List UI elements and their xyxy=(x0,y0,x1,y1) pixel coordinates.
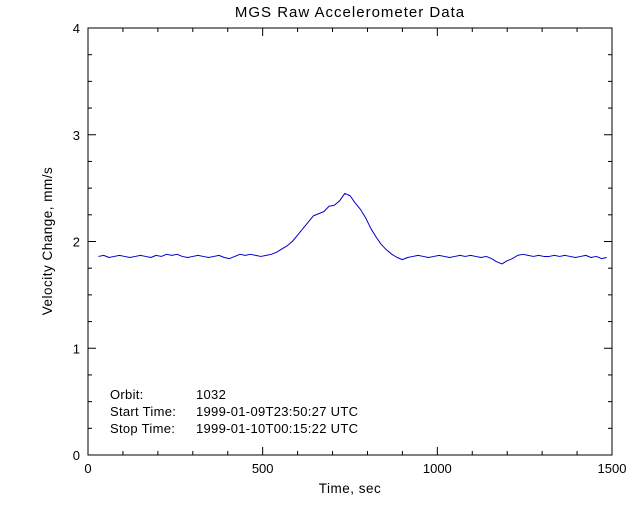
plot-border xyxy=(87,27,613,456)
y-axis-label: Velocity Change, mm/s xyxy=(40,167,55,316)
x-tick-label: 500 xyxy=(252,461,274,476)
y-tick-label: 1 xyxy=(73,341,80,356)
annotation-value: 1999-01-10T00:15:22 UTC xyxy=(196,421,358,436)
x-axis-label: Time, sec xyxy=(319,481,382,496)
annotation-label: Stop Time: xyxy=(110,421,175,436)
y-tick-label: 3 xyxy=(73,128,80,143)
y-tick-label: 0 xyxy=(73,448,80,463)
data-line-velocity-change xyxy=(98,192,607,265)
y-tick-label: 2 xyxy=(73,235,80,250)
plot-annotations: Orbit: 1032 Start Time: 1999-01-09T23:50:27… xyxy=(110,387,358,436)
x-tick-label: 1000 xyxy=(423,461,452,476)
axis-ticks xyxy=(87,27,613,456)
chart-title: MGS Raw Accelerometer Data xyxy=(235,4,465,21)
y-tick-label: 4 xyxy=(73,21,80,36)
annotation-label: Start Time: xyxy=(110,404,176,419)
annotation-label: Orbit: xyxy=(110,387,144,402)
annotation-value: 1999-01-09T23:50:27 UTC xyxy=(196,404,358,419)
axis-tick-labels: 0 500 1000 1500 0 1 2 3 4 xyxy=(73,21,627,476)
x-tick-label: 1500 xyxy=(598,461,627,476)
data-series xyxy=(98,192,607,265)
annotation-value: 1032 xyxy=(196,387,226,402)
x-tick-label: 0 xyxy=(84,461,91,476)
